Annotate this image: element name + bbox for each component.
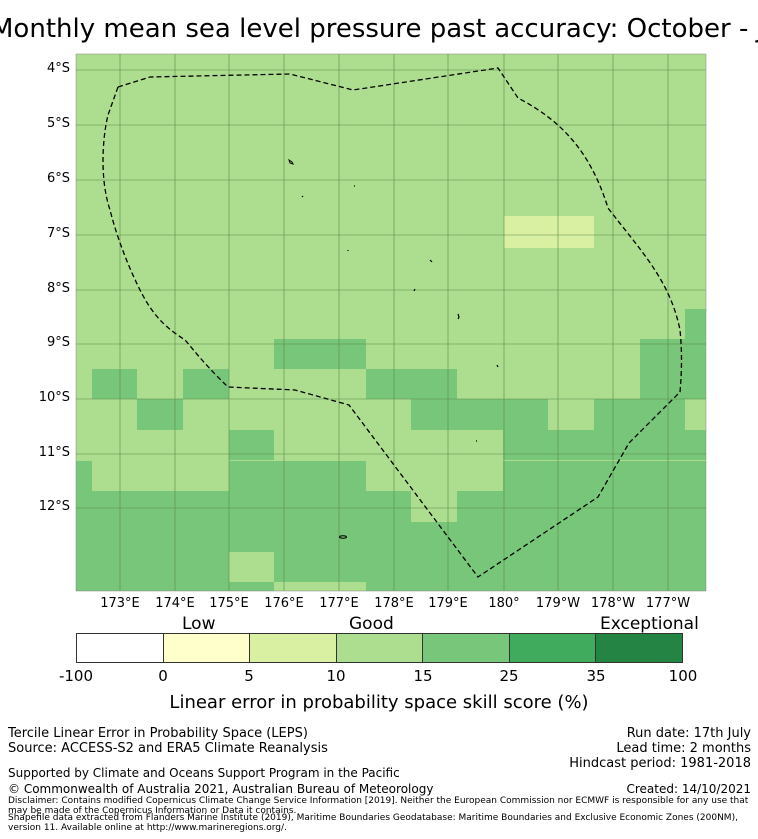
skill-cell <box>92 369 137 399</box>
skill-cell <box>366 369 457 399</box>
colorbar-segment <box>423 634 510 662</box>
map-frame <box>75 53 707 592</box>
colorbar-segment <box>163 634 251 662</box>
latitude-label: 7°S <box>46 226 70 241</box>
colorbar-tick: 5 <box>244 667 254 685</box>
category-good: Good <box>349 614 394 634</box>
islands <box>288 158 499 539</box>
lead-time: Lead time: 2 months <box>616 741 751 756</box>
colorbar-tick: 100 <box>668 667 698 685</box>
skill-cell <box>137 399 183 430</box>
map-title: Monthly mean sea level pressure past acc… <box>0 14 758 44</box>
skill-cell <box>229 430 274 460</box>
skill-cell <box>457 491 706 591</box>
skill-cell <box>411 399 548 430</box>
skill-cell <box>274 582 366 591</box>
skill-cell <box>229 461 366 491</box>
skill-cell <box>594 399 685 430</box>
supported-text: Supported by Climate and Oceans Support … <box>8 766 400 780</box>
longitude-label: 177°E <box>319 596 359 611</box>
longitude-label: 178°E <box>374 596 414 611</box>
longitude-label: 176°E <box>264 596 304 611</box>
latitude-label: 9°S <box>46 335 70 350</box>
skill-cells <box>76 216 706 591</box>
skill-cell <box>274 339 366 369</box>
colorbar <box>76 633 683 663</box>
colorbar-title: Linear error in probability space skill … <box>169 692 589 713</box>
longitude-label: 174°E <box>155 596 195 611</box>
colorbar-segment <box>77 634 164 662</box>
longitude-label: 179°W <box>535 596 581 611</box>
skill-cell <box>504 216 594 248</box>
skill-cell <box>503 430 706 460</box>
category-exceptional: Exceptional <box>600 614 699 634</box>
colorbar-tick: 35 <box>586 667 606 685</box>
longitude-label: 175°E <box>209 596 249 611</box>
latitude-label: 12°S <box>38 499 70 514</box>
skill-cell <box>411 522 457 591</box>
colorbar-segment <box>250 634 337 662</box>
colorbar-tick: -100 <box>58 667 94 685</box>
eez-boundary <box>102 67 683 578</box>
longitude-label: 177°W <box>645 596 691 611</box>
skill-cell <box>640 339 685 399</box>
created-date: Created: 14/10/2021 <box>626 782 751 796</box>
run-date: Run date: 17th July <box>626 726 751 741</box>
latitude-label: 8°S <box>46 281 70 296</box>
gridlines <box>76 54 706 591</box>
copyright-text: © Commonwealth of Australia 2021, Austra… <box>8 782 434 796</box>
skill-cell <box>183 369 229 399</box>
skill-cell <box>229 552 274 582</box>
source-text: Source: ACCESS-S2 and ERA5 Climate Reana… <box>8 741 328 756</box>
colorbar-segment <box>596 634 683 662</box>
skill-cell <box>76 461 92 491</box>
colorbar-segment <box>336 634 424 662</box>
longitude-label: 180° <box>488 596 520 611</box>
skill-cell <box>685 309 706 399</box>
colorbar-tick: 10 <box>326 667 346 685</box>
latitude-label: 11°S <box>38 445 70 460</box>
colorbar-tick: 15 <box>413 667 433 685</box>
hindcast-period: Hindcast period: 1981-2018 <box>569 756 751 771</box>
longitude-label: 178°W <box>590 596 636 611</box>
method-text: Tercile Linear Error in Probability Spac… <box>8 726 308 741</box>
colorbar-segment <box>509 634 597 662</box>
shapefile-text: Shapefile data extracted from Flanders M… <box>8 813 738 833</box>
latitude-label: 10°S <box>38 390 70 405</box>
latitude-label: 4°S <box>46 61 70 76</box>
skill-cell <box>503 461 706 491</box>
disclaimer-text: Disclaimer: Contains modified Copernicus… <box>8 796 749 816</box>
latitude-label: 5°S <box>46 116 70 131</box>
latitude-label: 6°S <box>46 171 70 186</box>
colorbar-tick: 25 <box>499 667 519 685</box>
skill-cell <box>366 491 411 591</box>
longitude-label: 173°E <box>100 596 140 611</box>
skill-map <box>75 53 707 592</box>
colorbar-tick: 0 <box>158 667 168 685</box>
category-low: Low <box>182 614 216 634</box>
longitude-label: 179°E <box>428 596 468 611</box>
